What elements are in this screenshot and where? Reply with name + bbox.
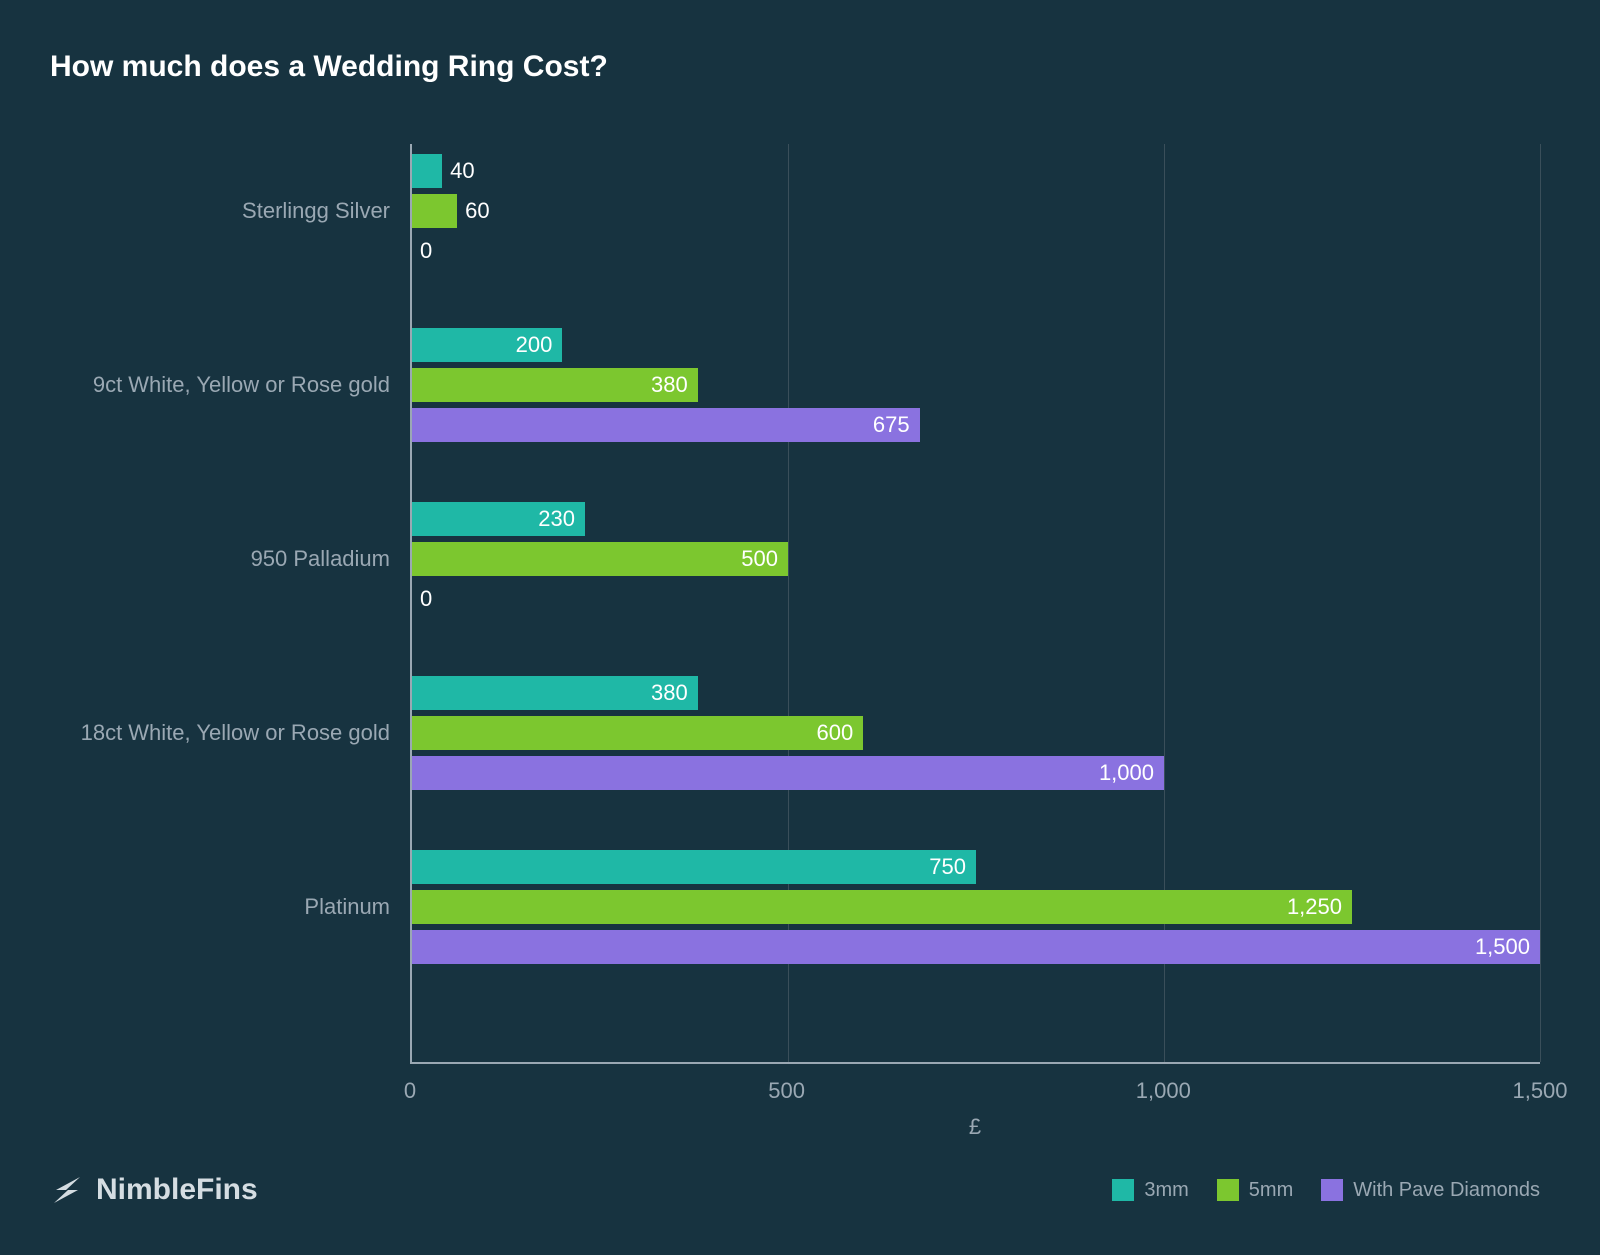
bar-value-label: 230: [538, 506, 575, 532]
bar-value-label: 1,250: [1287, 894, 1342, 920]
bar: 1,500: [412, 930, 1540, 964]
x-axis-title: £: [410, 1114, 1540, 1140]
bar-value-label: 675: [873, 412, 910, 438]
gridline: [1540, 144, 1541, 1062]
bar: 40: [412, 154, 442, 188]
bar: 380: [412, 368, 698, 402]
legend-item: 5mm: [1217, 1179, 1293, 1202]
bar-value-label: 500: [741, 546, 778, 572]
bar-value-label: 1,500: [1475, 934, 1530, 960]
legend-item: With Pave Diamonds: [1321, 1179, 1540, 1202]
bar-value-label: 750: [929, 854, 966, 880]
brand-logo-icon: [50, 1173, 84, 1207]
bar: 200: [412, 328, 562, 362]
chart-footer: NimbleFins 3mm 5mm With Pave Diamonds: [50, 1173, 1540, 1207]
wedding-ring-cost-chart: How much does a Wedding Ring Cost? Sterl…: [0, 0, 1600, 1255]
category-label: 18ct White, Yellow or Rose gold: [81, 720, 390, 746]
bar: 750: [412, 850, 976, 884]
bar-value-label: 60: [457, 198, 489, 224]
bar: 675: [412, 408, 920, 442]
legend-label: With Pave Diamonds: [1353, 1179, 1540, 1202]
bar-group: 40 60 0: [412, 154, 1540, 268]
legend-label: 5mm: [1249, 1179, 1293, 1202]
x-tick-label: 0: [404, 1078, 416, 1104]
bar-value-label: 380: [651, 680, 688, 706]
legend-item: 3mm: [1112, 1179, 1188, 1202]
bar-value-label: 600: [816, 720, 853, 746]
x-tick-label: 500: [768, 1078, 805, 1104]
bar: 500: [412, 542, 788, 576]
bar-value-label: 0: [412, 586, 432, 612]
bar: 1,000: [412, 756, 1164, 790]
bar-group: 230 500 0: [412, 502, 1540, 616]
plot: 4060020038067523050003806001,0007501,250…: [410, 144, 1540, 1064]
legend-swatch: [1217, 1179, 1239, 1201]
chart-title: How much does a Wedding Ring Cost?: [50, 50, 1540, 84]
bar-group: 750 1,250 1,500: [412, 850, 1540, 964]
bar: 1,250: [412, 890, 1352, 924]
bar: 60: [412, 194, 457, 228]
brand: NimbleFins: [50, 1173, 258, 1207]
category-label: Platinum: [304, 894, 390, 920]
bar: 230: [412, 502, 585, 536]
y-axis-labels: Sterlingg Silver 9ct White, Yellow or Ros…: [50, 144, 410, 1064]
bar: 600: [412, 716, 863, 750]
category-label: 950 Palladium: [251, 546, 390, 572]
category-label: 9ct White, Yellow or Rose gold: [93, 372, 390, 398]
bar-value-label: 40: [442, 158, 474, 184]
legend-swatch: [1321, 1179, 1343, 1201]
bar-value-label: 1,000: [1099, 760, 1154, 786]
bar-group: 200 380 675: [412, 328, 1540, 442]
x-tick-label: 1,500: [1512, 1078, 1567, 1104]
legend-swatch: [1112, 1179, 1134, 1201]
bar-value-label: 380: [651, 372, 688, 398]
bar-value-label: 200: [516, 332, 553, 358]
bar: 380: [412, 676, 698, 710]
plot-area: Sterlingg Silver 9ct White, Yellow or Ros…: [50, 144, 1540, 1064]
legend-label: 3mm: [1144, 1179, 1188, 1202]
x-axis-ticks: 05001,0001,500: [410, 1064, 1540, 1104]
category-label: Sterlingg Silver: [242, 198, 390, 224]
x-tick-label: 1,000: [1136, 1078, 1191, 1104]
legend: 3mm 5mm With Pave Diamonds: [1112, 1179, 1540, 1202]
brand-name: NimbleFins: [96, 1173, 258, 1207]
bar-value-label: 0: [412, 238, 432, 264]
bar-group: 380 600 1,000: [412, 676, 1540, 790]
